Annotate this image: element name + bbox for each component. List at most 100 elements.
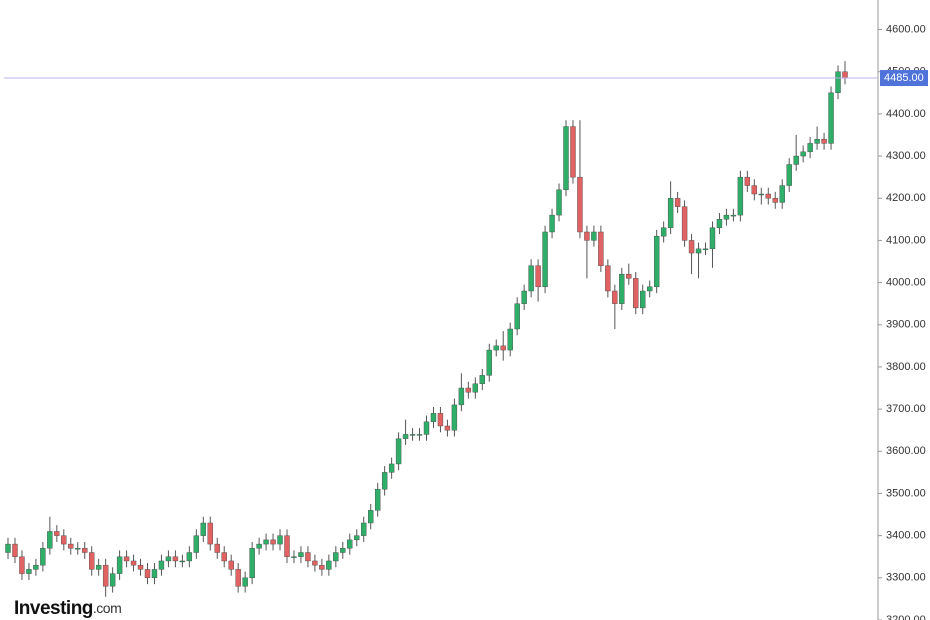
watermark-suffix: .com	[93, 600, 121, 616]
candle-body	[709, 227, 716, 250]
candle-body	[563, 126, 569, 190]
candle-body	[40, 548, 46, 566]
candle-body	[368, 510, 374, 524]
price-label: 4485.00	[884, 72, 924, 84]
candle-body	[33, 564, 39, 570]
candle-body	[793, 155, 799, 165]
candle-body	[800, 151, 806, 157]
candle-body	[472, 383, 479, 393]
candle-body	[584, 231, 590, 241]
watermark-brand-text: Investing	[14, 598, 93, 619]
candle-body	[361, 522, 367, 536]
candle-body	[647, 286, 653, 292]
candle-body	[235, 569, 241, 587]
candle-body	[737, 176, 744, 216]
candle-body	[151, 569, 158, 579]
candle-body	[186, 552, 193, 562]
candle-body	[137, 564, 144, 570]
candle-body	[354, 535, 360, 541]
candle-body	[619, 273, 625, 304]
candle-body	[640, 290, 646, 309]
candle-body	[228, 560, 234, 570]
candle-body	[465, 387, 472, 393]
candle-body	[270, 539, 276, 545]
candle-body	[381, 472, 388, 490]
candle-body	[284, 535, 290, 557]
candle-body	[395, 438, 402, 465]
candle-body	[674, 198, 681, 207]
candle-body	[305, 552, 311, 562]
candle-body	[514, 303, 520, 330]
y-tick-label: 4200.00	[886, 192, 926, 204]
candle-body	[695, 248, 702, 254]
candle-body	[828, 92, 834, 144]
candle-body	[842, 71, 848, 79]
candle-body	[535, 265, 541, 288]
candle-body	[26, 569, 32, 574]
candle-body	[807, 143, 813, 153]
candle-body	[751, 185, 758, 195]
candle-body	[402, 434, 409, 439]
candle-body	[521, 290, 527, 304]
candle-body	[744, 176, 751, 186]
candle-body	[758, 193, 764, 196]
candle-body	[605, 265, 611, 292]
candle-body	[207, 522, 213, 545]
candle-body	[577, 176, 583, 233]
candle-body	[667, 198, 674, 228]
candle-body	[291, 556, 297, 558]
y-tick-label: 3800.00	[886, 361, 926, 373]
candle-body	[165, 556, 172, 562]
candle-body	[549, 214, 555, 233]
candle-body	[681, 206, 688, 241]
candle-body	[507, 328, 513, 351]
candle-body	[221, 552, 227, 562]
y-tick-label: 3900.00	[886, 319, 926, 331]
y-tick-label: 3300.00	[886, 572, 926, 584]
candle-body	[326, 560, 332, 570]
candle-body	[214, 543, 220, 553]
candle-body	[298, 552, 304, 557]
candle-body	[340, 548, 346, 553]
candle-body	[82, 548, 88, 553]
candle-body	[416, 434, 423, 436]
candle-body	[528, 265, 534, 292]
candle-body	[772, 198, 778, 203]
candle-body	[451, 404, 458, 431]
candle-body	[242, 577, 248, 587]
candle-body	[179, 560, 186, 563]
candle-body	[626, 273, 632, 279]
y-tick-label: 4300.00	[886, 150, 926, 162]
candle-body	[779, 185, 785, 203]
watermark-brand: Investing.com	[14, 598, 121, 619]
candle-body	[702, 248, 709, 251]
y-tick-label: 3700.00	[886, 403, 926, 415]
candle-body	[68, 543, 74, 549]
candle-body	[95, 564, 102, 570]
candle-body	[249, 548, 255, 579]
candle-body	[542, 231, 548, 288]
price-label-box	[880, 70, 928, 87]
candle-body	[814, 138, 820, 144]
candle-body	[821, 138, 827, 144]
candle-body	[54, 531, 60, 536]
y-tick-label: 4400.00	[886, 108, 926, 120]
candle-body	[688, 240, 695, 254]
candle-body	[19, 556, 25, 574]
candle-body	[500, 345, 506, 351]
candle-body	[423, 421, 430, 435]
candle-body	[570, 126, 576, 178]
candle-body	[786, 164, 792, 186]
candle-body	[479, 375, 485, 385]
candle-body	[633, 278, 639, 309]
candle-body	[598, 231, 604, 266]
candle-body	[263, 539, 269, 545]
candle-body	[312, 560, 318, 566]
y-tick-label: 3200.00	[886, 614, 926, 620]
candle-body	[193, 535, 200, 553]
candle-body	[256, 543, 262, 549]
candle-body	[172, 556, 179, 562]
candle-body	[388, 463, 395, 473]
candle-body	[458, 387, 465, 406]
